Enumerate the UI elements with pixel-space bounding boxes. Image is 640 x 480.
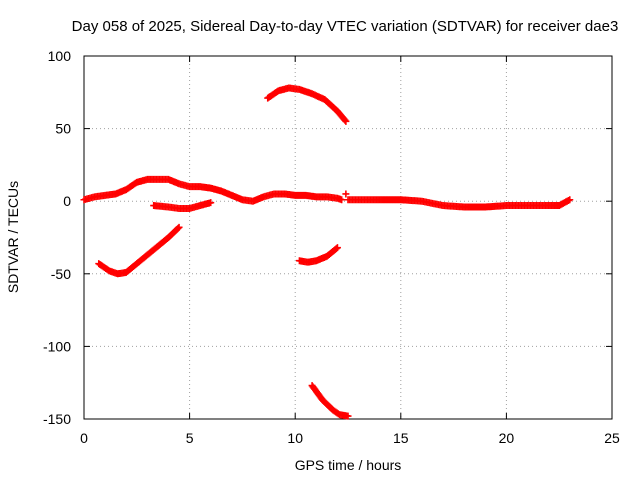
x-tick-label: 20 [499,430,515,446]
data-point [338,196,346,204]
data-point [341,116,349,124]
y-tick-label: 50 [55,121,71,137]
data-point [342,190,350,198]
data-point [344,412,352,420]
x-tick-label: 15 [393,430,409,446]
y-tick-label: -100 [43,338,71,354]
series-track-dip-small [150,199,215,212]
grid [84,56,612,419]
data-point [175,223,183,231]
series-track-arc-low [308,382,352,420]
plot-frame [83,55,613,420]
series-track-main [80,175,346,205]
chart-title: Day 058 of 2025, Sidereal Day-to-day VTE… [72,18,619,35]
data-point [207,199,215,207]
x-tick-label: 25 [604,430,620,446]
series-track-tail [344,196,574,211]
data-point [342,117,350,125]
x-tick-label: 0 [80,430,88,446]
y-tick-label: -50 [51,266,71,282]
y-tick-label: 100 [48,48,72,64]
ticks: 0 5 10 15 20 25 -150 -100 -50 0 50 100 [43,48,620,446]
series-track-arc-high [264,84,350,125]
data-marks [80,84,574,420]
x-axis-label: GPS time / hours [295,457,402,473]
x-tick-label: 5 [186,430,194,446]
data-point [333,244,341,252]
series-track-spike [342,190,350,198]
x-tick-label: 10 [287,430,303,446]
y-axis-label: SDTVAR / TECUs [5,181,21,293]
data-point [174,224,182,232]
y-tick-label: -150 [43,411,71,427]
series-track-arc-left [95,223,183,278]
data-point [566,196,574,204]
series-track-arc-mid [295,244,341,266]
data-point [332,245,340,253]
y-tick-label: 0 [63,193,71,209]
